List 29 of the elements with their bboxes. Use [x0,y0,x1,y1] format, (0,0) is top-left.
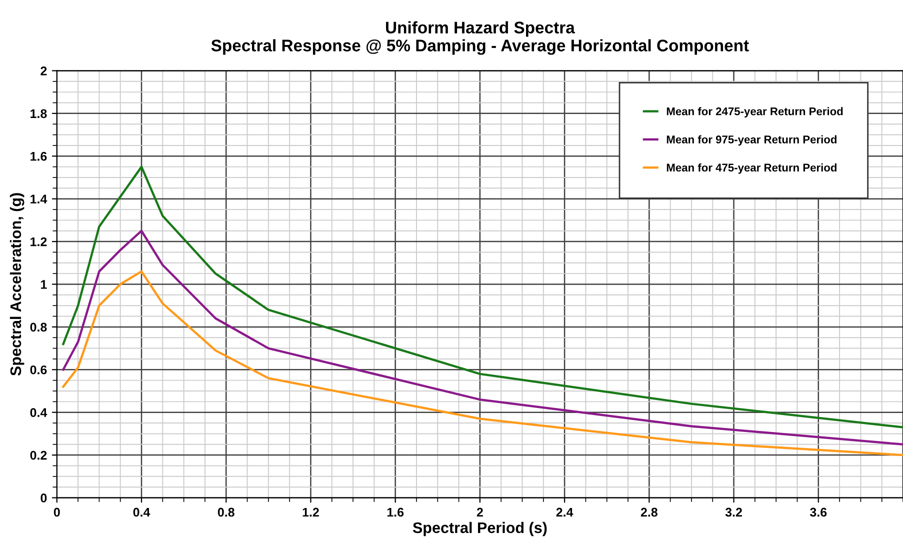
y-tick-label: 0.4 [30,408,48,418]
x-tick-label: 0.4 [133,508,150,517]
legend-label: Mean for 975-year Return Period [666,135,836,146]
y-tick-label: 1.6 [30,152,47,161]
line-series [62,270,903,456]
x-tick-label: 3.6 [810,508,827,517]
x-tick-label: 0.8 [218,508,234,517]
x-tick-label: 1.6 [387,508,404,517]
chart-title: Uniform Hazard Spectra Spectral Response @ 5% Damping - Average Horizontal Component [211,21,749,55]
y-tick-label: 0.2 [30,450,47,460]
y-tick-label: 1.2 [30,237,47,246]
y-axis-title: Spectral Acceleration, (g) [10,193,24,376]
x-tick-label: 2.8 [640,508,658,517]
y-tick-label: 2 [40,66,47,76]
y-tick-label: 0.6 [30,365,47,374]
y-tick-label: 1.4 [30,194,48,204]
x-tick-label: 3.2 [725,508,742,517]
x-tick-label: 1.2 [302,508,319,517]
x-tick-label: 2 [476,508,483,517]
x-axis-title: Spectral Period (s) [412,522,547,536]
y-tick-label: 1 [41,280,47,289]
y-tick-label: 0.8 [30,322,47,332]
x-tick-label: 0 [54,508,60,517]
x-tick-label: 2.4 [556,508,574,517]
legend-label: Mean for 2475-year Return Period [666,107,843,118]
legend-label: Mean for 475-year Return Period [666,163,836,174]
y-tick-label: 0 [40,494,47,502]
line-series [62,230,903,446]
y-tick-label: 1.8 [30,109,47,118]
